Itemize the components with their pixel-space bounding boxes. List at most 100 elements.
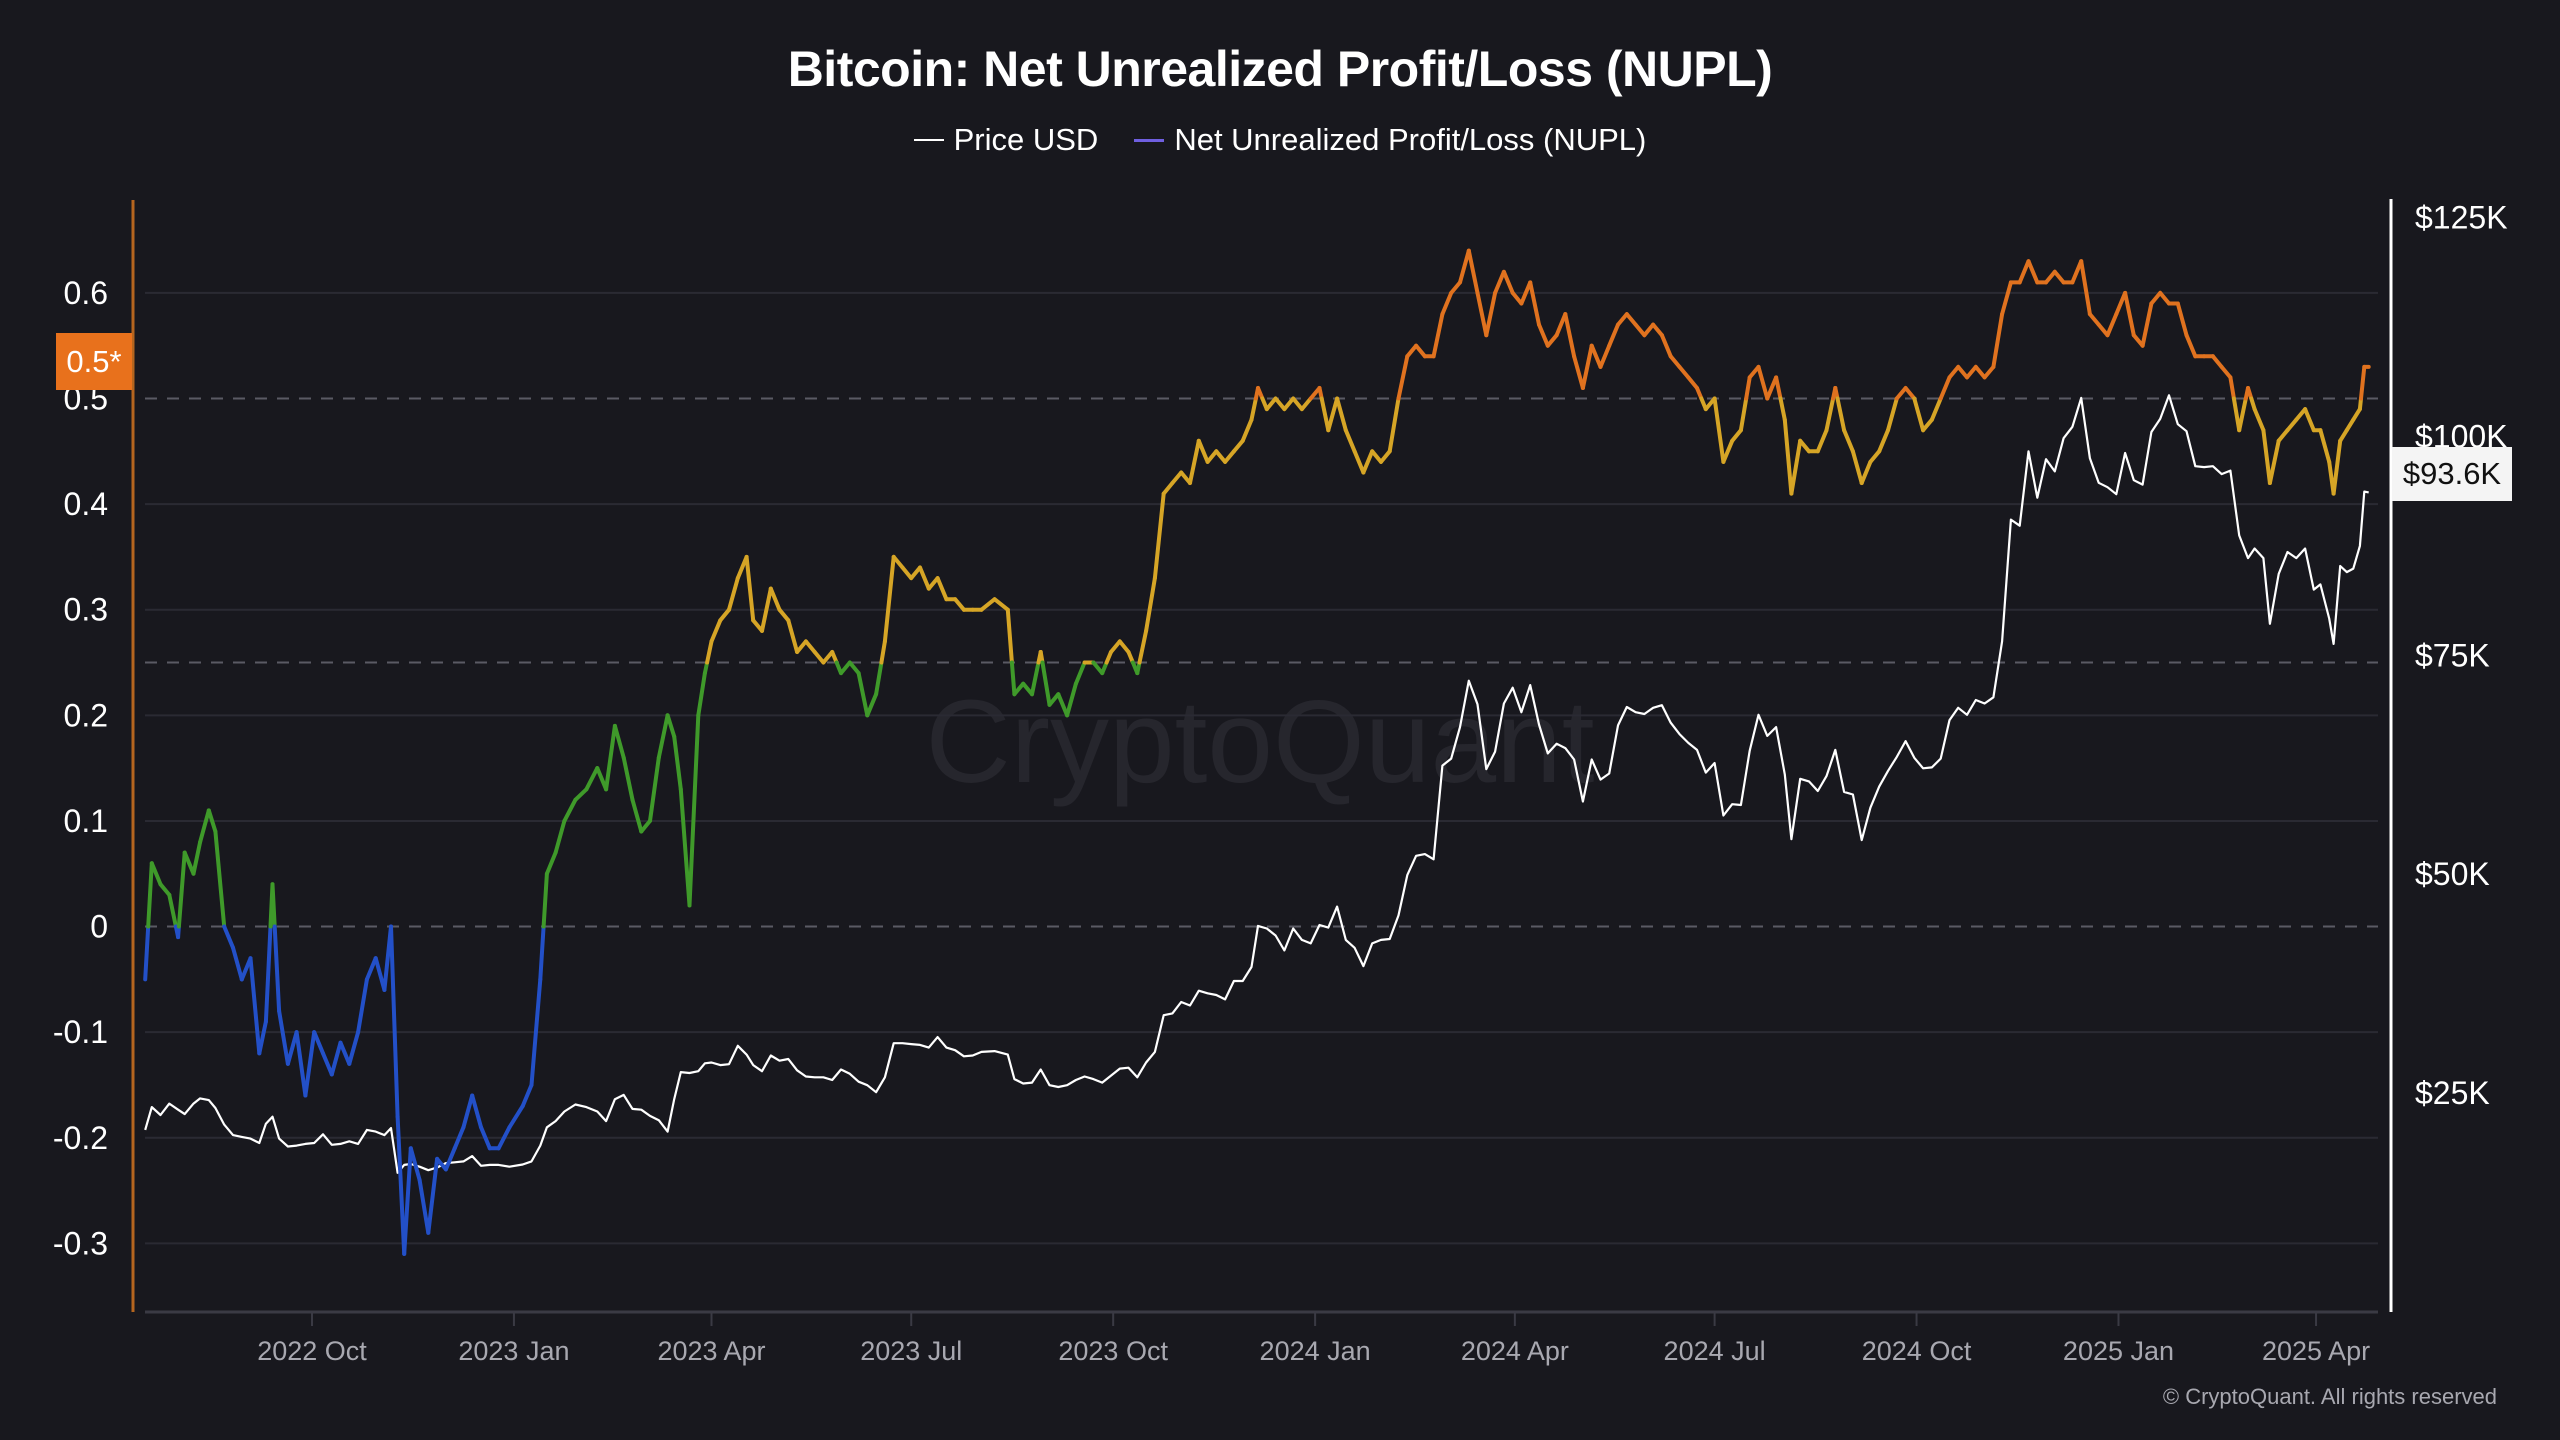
nupl-segment <box>786 618 800 654</box>
nupl-segment <box>1677 364 1691 380</box>
nupl-segment <box>856 671 870 718</box>
nupl-segment <box>2351 407 2362 422</box>
nupl-segment <box>1047 692 1061 707</box>
nupl-segment <box>1982 364 1996 380</box>
nupl-segment <box>2294 407 2308 422</box>
nupl-segment <box>1765 375 1779 401</box>
nupl-segment <box>206 808 218 834</box>
nupl-segment <box>257 1019 268 1056</box>
nupl-segment <box>270 882 277 929</box>
right-axis: $125K$100K$75K$50K$25K <box>2389 199 2508 1312</box>
nupl-segment <box>2344 417 2356 433</box>
nupl-segment <box>1778 396 1787 422</box>
nupl-segment <box>1396 354 1410 401</box>
nupl-segment <box>1414 343 1427 359</box>
nupl-segment <box>1894 386 1908 401</box>
nupl-segment <box>1361 449 1375 475</box>
nupl-segment <box>1798 438 1811 454</box>
nupl-segment <box>935 576 949 602</box>
nupl-segment <box>1712 396 1726 464</box>
nupl-segment <box>1842 428 1855 454</box>
right-tick-label: $50K <box>2415 856 2490 892</box>
nupl-segment <box>294 1030 308 1098</box>
nupl-segment <box>408 1146 422 1182</box>
x-tick-label: 2024 Oct <box>1862 1336 1972 1366</box>
left-tick-label: 0.4 <box>64 486 108 522</box>
nupl-segment <box>1223 449 1236 464</box>
right-tick-label: $25K <box>2415 1075 2490 1111</box>
nupl-segment <box>1484 290 1498 338</box>
nupl-segment <box>1738 396 1749 433</box>
nupl-segment <box>1291 396 1304 412</box>
nupl-segment <box>2070 259 2084 285</box>
nupl-segment <box>744 554 756 623</box>
nupl-segment <box>1205 449 1219 464</box>
nupl-segment <box>263 924 273 1024</box>
nupl-segment <box>687 713 701 908</box>
nupl-segment <box>1545 333 1559 348</box>
nupl-segment <box>461 1093 475 1130</box>
nupl-segment <box>718 607 731 623</box>
x-tick-label: 2024 Apr <box>1461 1336 1569 1366</box>
left-tick-label: 0.6 <box>64 275 108 311</box>
nupl-segment <box>402 1146 413 1256</box>
right-tick-label: $125K <box>2415 200 2508 236</box>
nupl-segment <box>2267 438 2281 485</box>
nupl-segment <box>891 554 905 570</box>
nupl-segment <box>1214 449 1228 464</box>
nupl-segment <box>1282 396 1296 412</box>
legend-label-nupl: Net Unrealized Profit/Loss (NUPL) <box>1174 122 1647 157</box>
nupl-segment <box>2096 322 2110 338</box>
nupl-segment <box>1824 396 1836 433</box>
nupl-segment <box>1730 428 1743 443</box>
nupl-segment <box>865 692 879 718</box>
nupl-segment <box>541 871 549 929</box>
x-tick-label: 2024 Jul <box>1664 1336 1766 1366</box>
nupl-segment <box>1616 312 1629 327</box>
nupl-segment <box>665 713 677 739</box>
nupl-segment <box>1877 428 1890 454</box>
nupl-segment <box>1335 396 1348 433</box>
nupl-segment <box>768 586 782 612</box>
nupl-segment <box>1152 491 1166 581</box>
legend-item-nupl[interactable]: Net Unrealized Profit/Loss (NUPL) <box>1134 122 1646 158</box>
nupl-segment <box>2285 417 2299 433</box>
nupl-segment <box>1947 364 1961 380</box>
chart-title: Bitcoin: Net Unrealized Profit/Loss (NUP… <box>787 41 1773 97</box>
nupl-segment <box>1572 354 1585 390</box>
nupl-segment <box>2303 407 2316 433</box>
nupl-segment <box>678 787 692 908</box>
price-series <box>144 394 2369 1174</box>
nupl-segment <box>621 755 635 802</box>
nupl-segment <box>1231 438 1245 454</box>
nupl-segment <box>2210 354 2224 369</box>
nupl-segment <box>705 639 714 665</box>
nupl-segment <box>1782 417 1794 496</box>
nupl-segment <box>2105 312 2119 338</box>
nupl-segment <box>648 755 661 823</box>
nupl-segment <box>1859 459 1873 485</box>
nupl-segment <box>2237 396 2248 433</box>
nupl-segment <box>1938 375 1952 401</box>
nupl-segment <box>395 1114 407 1256</box>
nupl-segment <box>389 924 400 1119</box>
nupl-segment <box>1352 449 1366 475</box>
nupl-segment <box>1965 364 1978 380</box>
nupl-segment <box>1012 681 1026 697</box>
nupl-segment <box>1405 343 1419 359</box>
nupl-segment <box>1326 396 1340 433</box>
nupl-segment <box>538 924 546 982</box>
nupl-segment <box>882 554 896 644</box>
nupl-segment <box>507 1104 525 1130</box>
nupl-segment <box>1956 364 1969 380</box>
nupl-segment <box>1273 396 1287 412</box>
nupl-segment <box>2149 290 2163 306</box>
nupl-segment <box>176 850 187 929</box>
nupl-segment <box>2000 280 2013 317</box>
legend-item-price[interactable]: Price USD <box>913 122 1098 158</box>
nupl-segment <box>1912 396 1926 433</box>
nupl-segment <box>1091 660 1105 676</box>
nupl-segment <box>795 639 808 654</box>
nupl-segment <box>1580 343 1594 390</box>
